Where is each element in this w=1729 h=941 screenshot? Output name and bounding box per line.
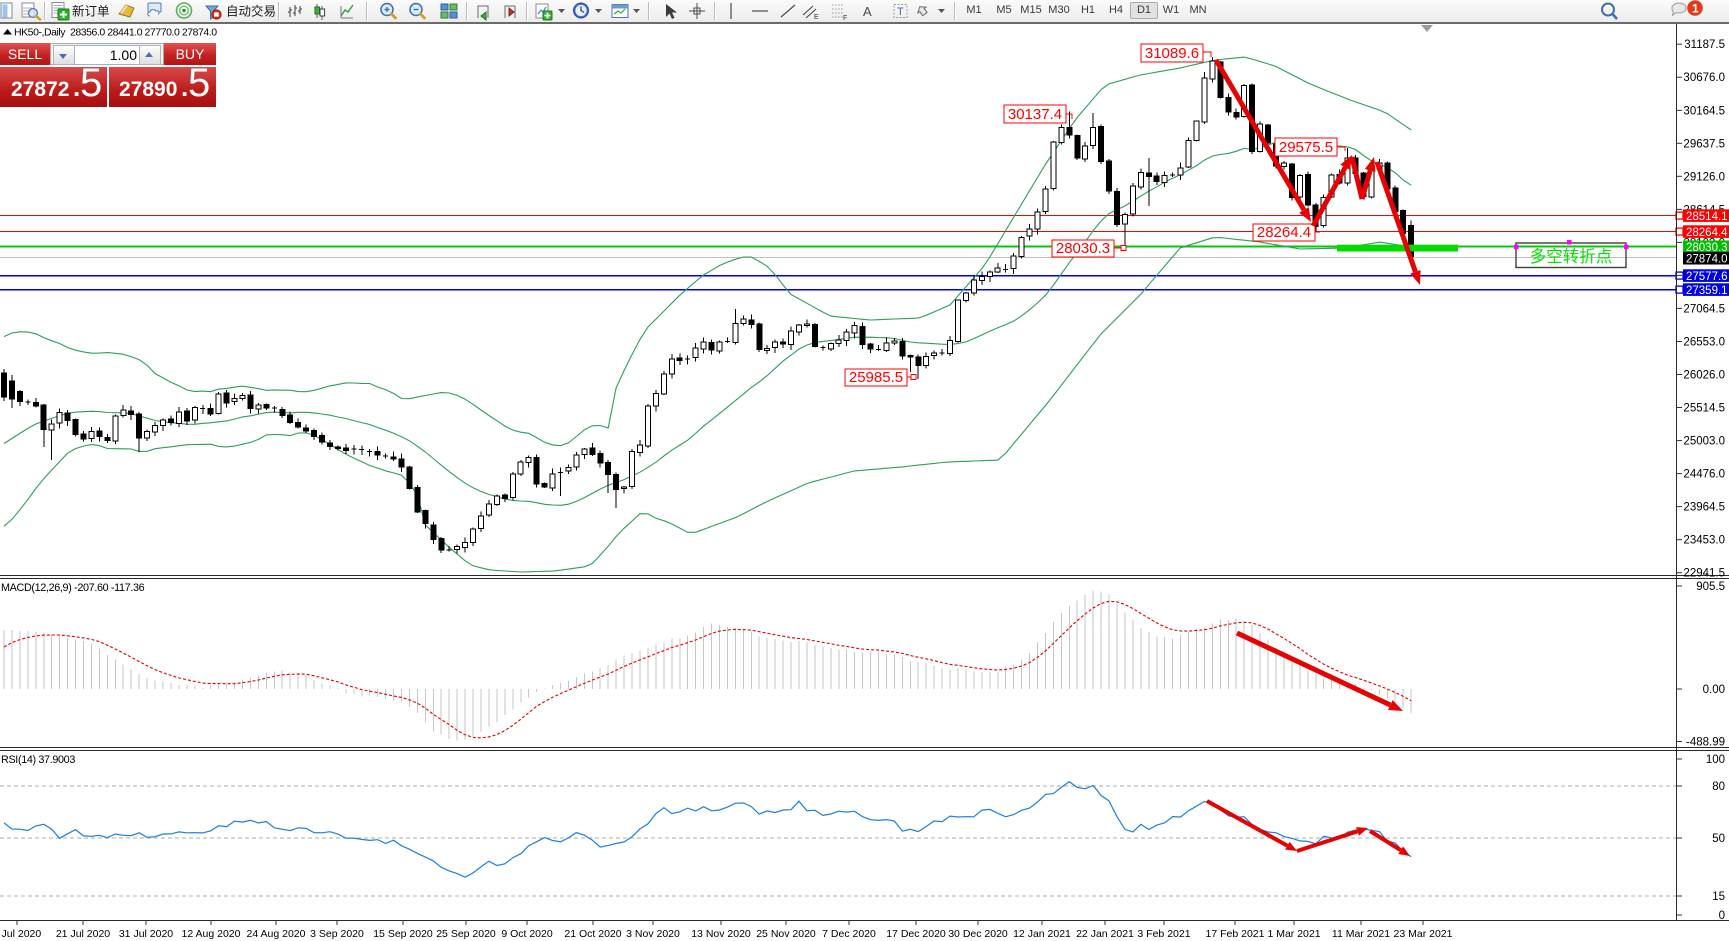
svg-text:0: 0: [1719, 910, 1725, 922]
svg-text:1 Mar 2021: 1 Mar 2021: [1267, 928, 1320, 940]
svg-text:24476.0: 24476.0: [1683, 469, 1725, 481]
svg-text:15: 15: [1712, 891, 1725, 903]
svg-text:21 Oct 2020: 21 Oct 2020: [564, 928, 621, 940]
svg-text:80: 80: [1712, 781, 1725, 793]
svg-text:905.5: 905.5: [1696, 581, 1725, 593]
svg-text:RSI(14) 37.9003: RSI(14) 37.9003: [1, 754, 75, 766]
svg-text:MACD(12,26,9) -207.60 -117.36: MACD(12,26,9) -207.60 -117.36: [1, 582, 145, 594]
svg-text:28264.4: 28264.4: [1686, 227, 1728, 239]
svg-text:27874.0: 27874.0: [1686, 253, 1728, 265]
svg-text:21 Jul 2020: 21 Jul 2020: [56, 928, 110, 940]
svg-text:28030.3: 28030.3: [1056, 240, 1110, 257]
svg-text:多空转折点: 多空转折点: [1530, 247, 1613, 266]
svg-text:13 Nov 2020: 13 Nov 2020: [691, 928, 751, 940]
svg-text:31089.6: 31089.6: [1145, 45, 1199, 62]
svg-text:100: 100: [1706, 754, 1725, 766]
svg-text:26026.0: 26026.0: [1683, 370, 1725, 382]
svg-text:7 Dec 2020: 7 Dec 2020: [822, 928, 876, 940]
svg-text:11 Mar 2021: 11 Mar 2021: [1332, 928, 1390, 940]
svg-text:29126.0: 29126.0: [1683, 171, 1725, 183]
svg-text:12 Aug 2020: 12 Aug 2020: [182, 928, 241, 940]
svg-text:F: F: [843, 15, 847, 22]
svg-text:9 Jul 2020: 9 Jul 2020: [0, 928, 41, 940]
svg-text:30137.4: 30137.4: [1008, 106, 1062, 123]
svg-text:新订单: 新订单: [72, 4, 110, 19]
svg-text:17 Dec 2020: 17 Dec 2020: [886, 928, 946, 940]
svg-text:31 Jul 2020: 31 Jul 2020: [119, 928, 173, 940]
svg-text:25985.5: 25985.5: [849, 369, 903, 386]
svg-text:3 Sep 2020: 3 Sep 2020: [310, 928, 364, 940]
svg-text:25 Sep 2020: 25 Sep 2020: [436, 928, 496, 940]
svg-text:HK50-,Daily 28356.0 28441.0 2: HK50-,Daily 28356.0 28441.0 27770.0 2787…: [14, 27, 217, 39]
svg-text:25 Nov 2020: 25 Nov 2020: [756, 928, 816, 940]
svg-text:25003.0: 25003.0: [1683, 436, 1725, 448]
svg-text:12 Jan 2021: 12 Jan 2021: [1013, 928, 1071, 940]
svg-text:31187.5: 31187.5: [1684, 39, 1725, 51]
svg-text:27577.6: 27577.6: [1686, 271, 1728, 283]
svg-text:30164.5: 30164.5: [1683, 105, 1725, 117]
svg-text:3 Nov 2020: 3 Nov 2020: [626, 928, 680, 940]
svg-text:30676.0: 30676.0: [1683, 72, 1725, 84]
svg-text:25514.5: 25514.5: [1683, 403, 1725, 415]
svg-text:A: A: [863, 4, 872, 19]
svg-text:29575.5: 29575.5: [1279, 139, 1333, 156]
svg-text:28264.4: 28264.4: [1257, 224, 1311, 241]
svg-text:27359.1: 27359.1: [1686, 285, 1728, 297]
svg-text:22 Jan 2021: 22 Jan 2021: [1076, 928, 1134, 940]
svg-text:23453.0: 23453.0: [1683, 535, 1725, 547]
svg-text:28030.3: 28030.3: [1686, 242, 1728, 254]
svg-text:22941.5: 22941.5: [1683, 568, 1725, 580]
svg-text:24 Aug 2020: 24 Aug 2020: [247, 928, 306, 940]
svg-text:28514.1: 28514.1: [1686, 211, 1728, 223]
svg-text:30 Dec 2020: 30 Dec 2020: [948, 928, 1008, 940]
svg-text:29637.5: 29637.5: [1683, 138, 1725, 150]
svg-text:-488.99: -488.99: [1686, 737, 1725, 749]
svg-text:17 Feb 2021: 17 Feb 2021: [1206, 928, 1265, 940]
svg-text:23964.5: 23964.5: [1683, 502, 1725, 514]
svg-text:自动交易: 自动交易: [226, 4, 276, 19]
svg-text:E: E: [814, 14, 819, 21]
svg-text:1: 1: [1692, 2, 1699, 16]
svg-text:50: 50: [1712, 833, 1725, 845]
svg-text:26553.0: 26553.0: [1683, 337, 1725, 349]
svg-text:27064.5: 27064.5: [1683, 303, 1725, 315]
svg-text:9 Oct 2020: 9 Oct 2020: [501, 928, 553, 940]
svg-text:15 Sep 2020: 15 Sep 2020: [373, 928, 433, 940]
svg-text:3 Feb 2021: 3 Feb 2021: [1137, 928, 1190, 940]
svg-text:23 Mar 2021: 23 Mar 2021: [1394, 928, 1453, 940]
svg-text:0.00: 0.00: [1703, 684, 1725, 696]
svg-text:T: T: [897, 6, 904, 18]
